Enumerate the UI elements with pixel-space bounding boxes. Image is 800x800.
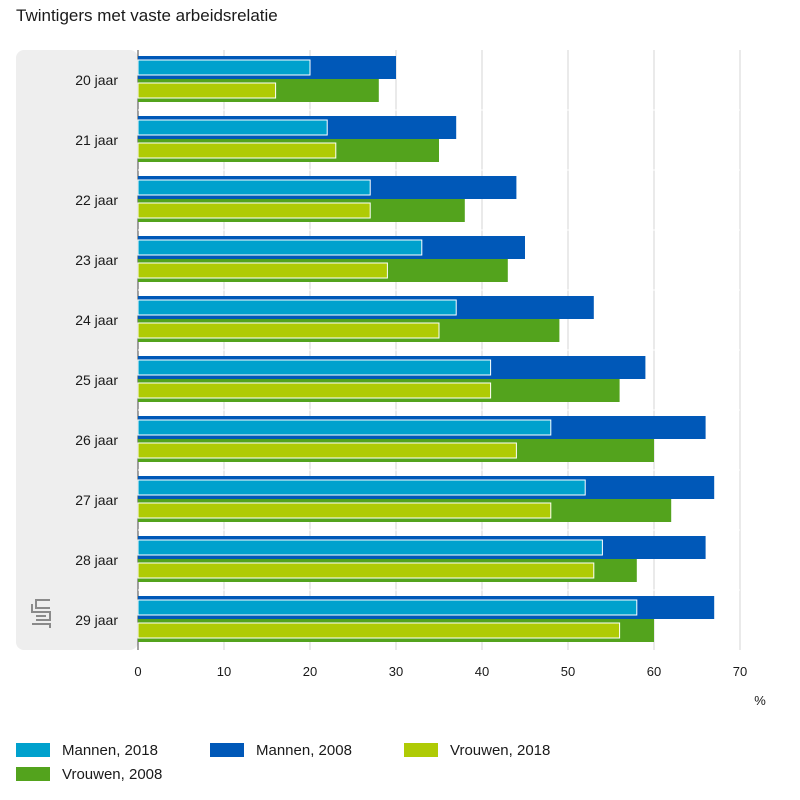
x-tick-label: 30 [389, 664, 403, 679]
legend-swatch-mannen-2008 [210, 743, 244, 757]
x-tick-label: 40 [475, 664, 489, 679]
legend-swatch-vrouwen-2008 [16, 767, 50, 781]
category-label: 22 jaar [75, 192, 118, 208]
bar-vrouwen-2018-8 [137, 562, 595, 579]
bar-mannen-2018-3 [137, 239, 423, 256]
legend-swatch-vrouwen-2018 [404, 743, 438, 757]
tick-labels: 0 10 20 30 40 50 60 70 [134, 664, 747, 679]
bar-vrouwen-2018-4 [137, 322, 440, 339]
x-tick-label: 70 [733, 664, 747, 679]
legend-label: Mannen, 2008 [256, 741, 352, 759]
bar-vrouwen-2018-7 [137, 502, 552, 519]
x-axis-unit-label: % [754, 693, 766, 708]
legend-label: Mannen, 2018 [62, 741, 158, 759]
legend-label: Vrouwen, 2018 [450, 741, 551, 759]
legend-item-mannen-2018: Mannen, 2018 [16, 740, 158, 760]
x-tick-label: 0 [134, 664, 141, 679]
cbs-logo-icon [31, 599, 51, 628]
bar-mannen-2018-1 [137, 119, 328, 136]
category-label: 26 jaar [75, 432, 118, 448]
category-label: 25 jaar [75, 372, 118, 388]
bar-mannen-2018-5 [137, 359, 492, 376]
bar-vrouwen-2018-1 [137, 142, 337, 159]
bar-mannen-2018-7 [137, 479, 586, 496]
bar-mannen-2018-9 [137, 599, 638, 616]
x-tick-label: 10 [217, 664, 231, 679]
x-tick-label: 50 [561, 664, 575, 679]
bar-vrouwen-2018-2 [137, 202, 371, 219]
legend-label: Vrouwen, 2008 [62, 765, 163, 783]
bar-vrouwen-2018-9 [137, 622, 621, 639]
chart-title: Twintigers met vaste arbeidsrelatie [16, 6, 278, 25]
legend-item-mannen-2008: Mannen, 2008 [210, 740, 352, 760]
category-label: 21 jaar [75, 132, 118, 148]
category-label: 27 jaar [75, 492, 118, 508]
bar-vrouwen-2018-6 [137, 442, 517, 459]
legend-item-vrouwen-2018: Vrouwen, 2018 [404, 740, 550, 760]
bars [137, 56, 740, 642]
category-label: 23 jaar [75, 252, 118, 268]
x-tick-label: 20 [303, 664, 317, 679]
category-label: 24 jaar [75, 312, 118, 328]
category-panel [16, 50, 138, 650]
bar-mannen-2018-8 [137, 539, 603, 556]
bar-vrouwen-2018-5 [137, 382, 492, 399]
category-label: 20 jaar [75, 72, 118, 88]
legend-swatch-mannen-2018 [16, 743, 50, 757]
bar-mannen-2018-2 [137, 179, 371, 196]
category-labels: 20 jaar 21 jaar 22 jaar 23 jaar 24 jaar 25 ja… [75, 72, 118, 628]
bar-vrouwen-2018-0 [137, 82, 277, 99]
legend: Mannen, 2018 Mannen, 2008 Vrouwen, 2018 … [16, 740, 786, 790]
x-tick-label: 60 [647, 664, 661, 679]
bar-mannen-2018-0 [137, 59, 311, 76]
bar-mannen-2018-4 [137, 299, 457, 316]
bar-mannen-2018-6 [137, 419, 552, 436]
category-label: 28 jaar [75, 552, 118, 568]
category-label: 29 jaar [75, 612, 118, 628]
legend-item-vrouwen-2008: Vrouwen, 2008 [16, 764, 162, 784]
bar-vrouwen-2018-3 [137, 262, 388, 279]
